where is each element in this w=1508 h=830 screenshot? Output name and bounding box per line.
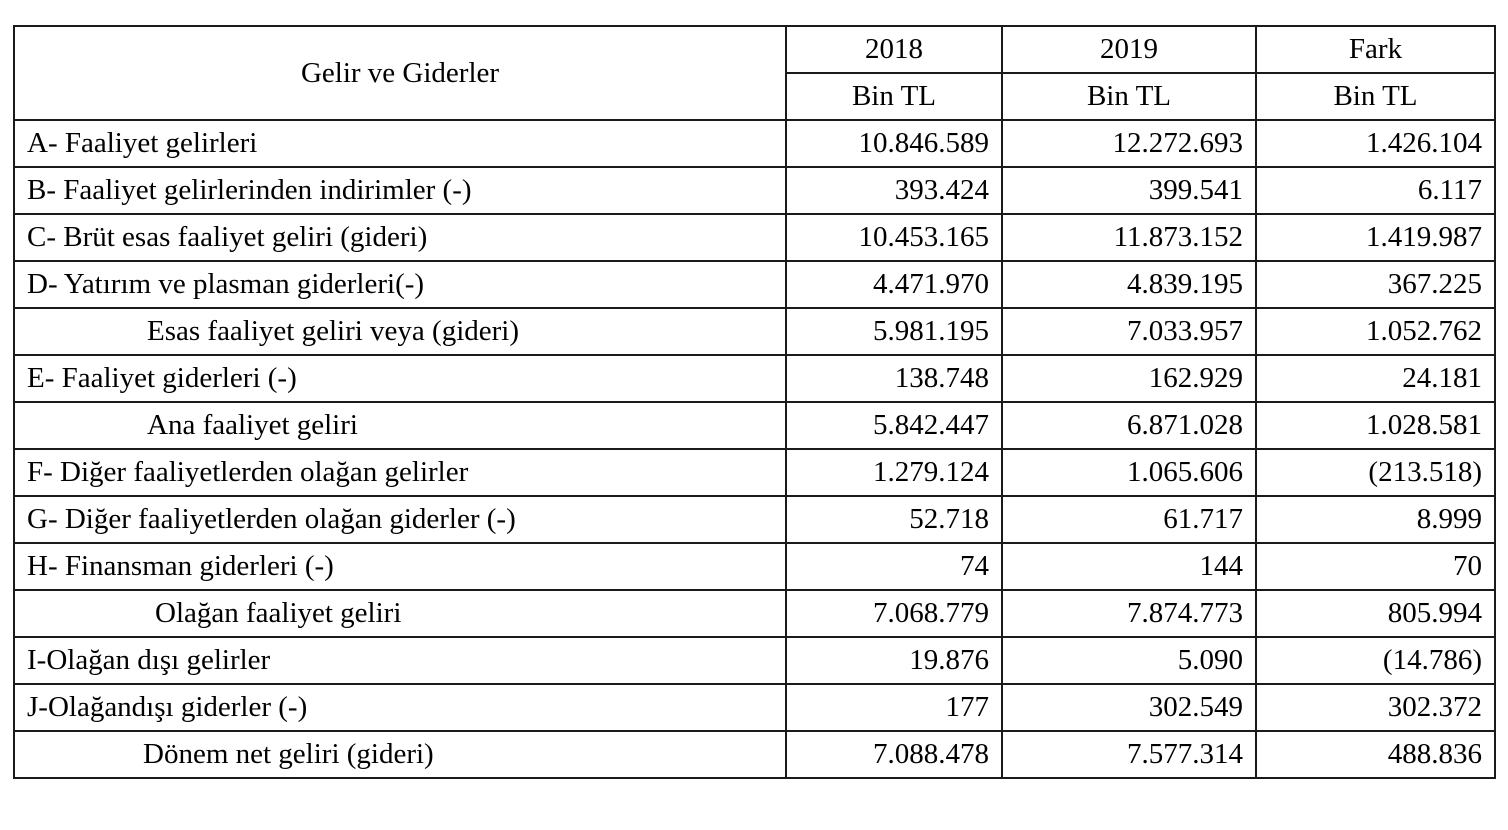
cell-2019: 162.929 xyxy=(1001,354,1257,403)
row-label: D- Yatırım ve plasman giderleri(-) xyxy=(13,260,787,309)
cell-2019: 5.090 xyxy=(1001,636,1257,685)
row-label: F- Diğer faaliyetlerden olağan gelirler xyxy=(13,448,787,497)
table-row: F- Diğer faaliyetlerden olağan gelirler … xyxy=(13,448,1496,497)
cell-2018: 1.279.124 xyxy=(785,448,1003,497)
table-unit-row: Bin TL Bin TL Bin TL xyxy=(14,72,1496,121)
unit-header-2018: Bin TL xyxy=(785,72,1003,121)
cell-2018: 10.846.589 xyxy=(785,119,1003,168)
cell-fark: 8.999 xyxy=(1255,495,1496,544)
table-row: A- Faaliyet gelirleri 10.846.589 12.272.… xyxy=(13,119,1496,168)
cell-2019: 144 xyxy=(1001,542,1257,591)
column-header-label: Gelir ve Giderler xyxy=(13,25,787,121)
row-label: Esas faaliyet geliri veya (gideri) xyxy=(13,307,787,356)
table-subtotal-row: Esas faaliyet geliri veya (gideri) 5.981… xyxy=(13,307,1496,356)
income-expense-table: Gelir ve Giderler 2018 2019 Fark Bin TL … xyxy=(13,25,1496,779)
cell-2018: 177 xyxy=(785,683,1003,732)
cell-fark: 6.117 xyxy=(1255,166,1496,215)
cell-fark: 1.052.762 xyxy=(1255,307,1496,356)
table-row: C- Brüt esas faaliyet geliri (gideri) 10… xyxy=(13,213,1496,262)
cell-fark: 70 xyxy=(1255,542,1496,591)
cell-2018: 7.088.478 xyxy=(785,730,1003,779)
cell-fark: 488.836 xyxy=(1255,730,1496,779)
cell-fark: (213.518) xyxy=(1255,448,1496,497)
table-header-row: Gelir ve Giderler 2018 2019 Fark xyxy=(13,25,1496,121)
cell-2019: 302.549 xyxy=(1001,683,1257,732)
column-header-fark: Fark xyxy=(1255,25,1496,74)
cell-2019: 4.839.195 xyxy=(1001,260,1257,309)
row-label: Dönem net geliri (gideri) xyxy=(13,730,787,779)
table-row: E- Faaliyet giderleri (-) 138.748 162.92… xyxy=(13,354,1496,403)
column-header-2018: 2018 xyxy=(785,25,1003,74)
row-label: Ana faaliyet geliri xyxy=(13,401,787,450)
cell-2018: 4.471.970 xyxy=(785,260,1003,309)
row-label: E- Faaliyet giderleri (-) xyxy=(13,354,787,403)
table-row: J-Olağandışı giderler (-) 177 302.549 30… xyxy=(13,683,1496,732)
cell-2018: 7.068.779 xyxy=(785,589,1003,638)
cell-2019: 7.874.773 xyxy=(1001,589,1257,638)
cell-fark: 367.225 xyxy=(1255,260,1496,309)
cell-fark: 805.994 xyxy=(1255,589,1496,638)
row-label: A- Faaliyet gelirleri xyxy=(13,119,787,168)
unit-header-2019: Bin TL xyxy=(1001,72,1257,121)
row-label: B- Faaliyet gelirlerinden indirimler (-) xyxy=(13,166,787,215)
unit-header-fark: Bin TL xyxy=(1255,72,1496,121)
table-row: I-Olağan dışı gelirler 19.876 5.090 (14.… xyxy=(13,636,1496,685)
cell-2019: 12.272.693 xyxy=(1001,119,1257,168)
cell-2018: 19.876 xyxy=(785,636,1003,685)
cell-2018: 52.718 xyxy=(785,495,1003,544)
cell-2018: 5.842.447 xyxy=(785,401,1003,450)
row-label: C- Brüt esas faaliyet geliri (gideri) xyxy=(13,213,787,262)
row-label: J-Olağandışı giderler (-) xyxy=(13,683,787,732)
cell-2018: 5.981.195 xyxy=(785,307,1003,356)
cell-fark: 1.419.987 xyxy=(1255,213,1496,262)
table-subtotal-row: Ana faaliyet geliri 5.842.447 6.871.028 … xyxy=(13,401,1496,450)
cell-2018: 10.453.165 xyxy=(785,213,1003,262)
cell-fark: 302.372 xyxy=(1255,683,1496,732)
cell-2019: 7.033.957 xyxy=(1001,307,1257,356)
table-row: B- Faaliyet gelirlerinden indirimler (-)… xyxy=(13,166,1496,215)
cell-2019: 6.871.028 xyxy=(1001,401,1257,450)
cell-2019: 1.065.606 xyxy=(1001,448,1257,497)
cell-2019: 11.873.152 xyxy=(1001,213,1257,262)
cell-2018: 393.424 xyxy=(785,166,1003,215)
cell-fark: 24.181 xyxy=(1255,354,1496,403)
cell-2019: 7.577.314 xyxy=(1001,730,1257,779)
row-label: G- Diğer faaliyetlerden olağan giderler … xyxy=(13,495,787,544)
table-total-row: Dönem net geliri (gideri) 7.088.478 7.57… xyxy=(13,730,1496,779)
table-row: H- Finansman giderleri (-) 74 144 70 xyxy=(13,542,1496,591)
cell-fark: 1.028.581 xyxy=(1255,401,1496,450)
cell-fark: (14.786) xyxy=(1255,636,1496,685)
cell-fark: 1.426.104 xyxy=(1255,119,1496,168)
row-label: Olağan faaliyet geliri xyxy=(13,589,787,638)
row-label: I-Olağan dışı gelirler xyxy=(13,636,787,685)
cell-2018: 138.748 xyxy=(785,354,1003,403)
cell-2019: 61.717 xyxy=(1001,495,1257,544)
cell-2018: 74 xyxy=(785,542,1003,591)
table-subtotal-row: Olağan faaliyet geliri 7.068.779 7.874.7… xyxy=(13,589,1496,638)
cell-2019: 399.541 xyxy=(1001,166,1257,215)
table-row: G- Diğer faaliyetlerden olağan giderler … xyxy=(13,495,1496,544)
row-label: H- Finansman giderleri (-) xyxy=(13,542,787,591)
column-header-2019: 2019 xyxy=(1001,25,1257,74)
table-row: D- Yatırım ve plasman giderleri(-) 4.471… xyxy=(13,260,1496,309)
